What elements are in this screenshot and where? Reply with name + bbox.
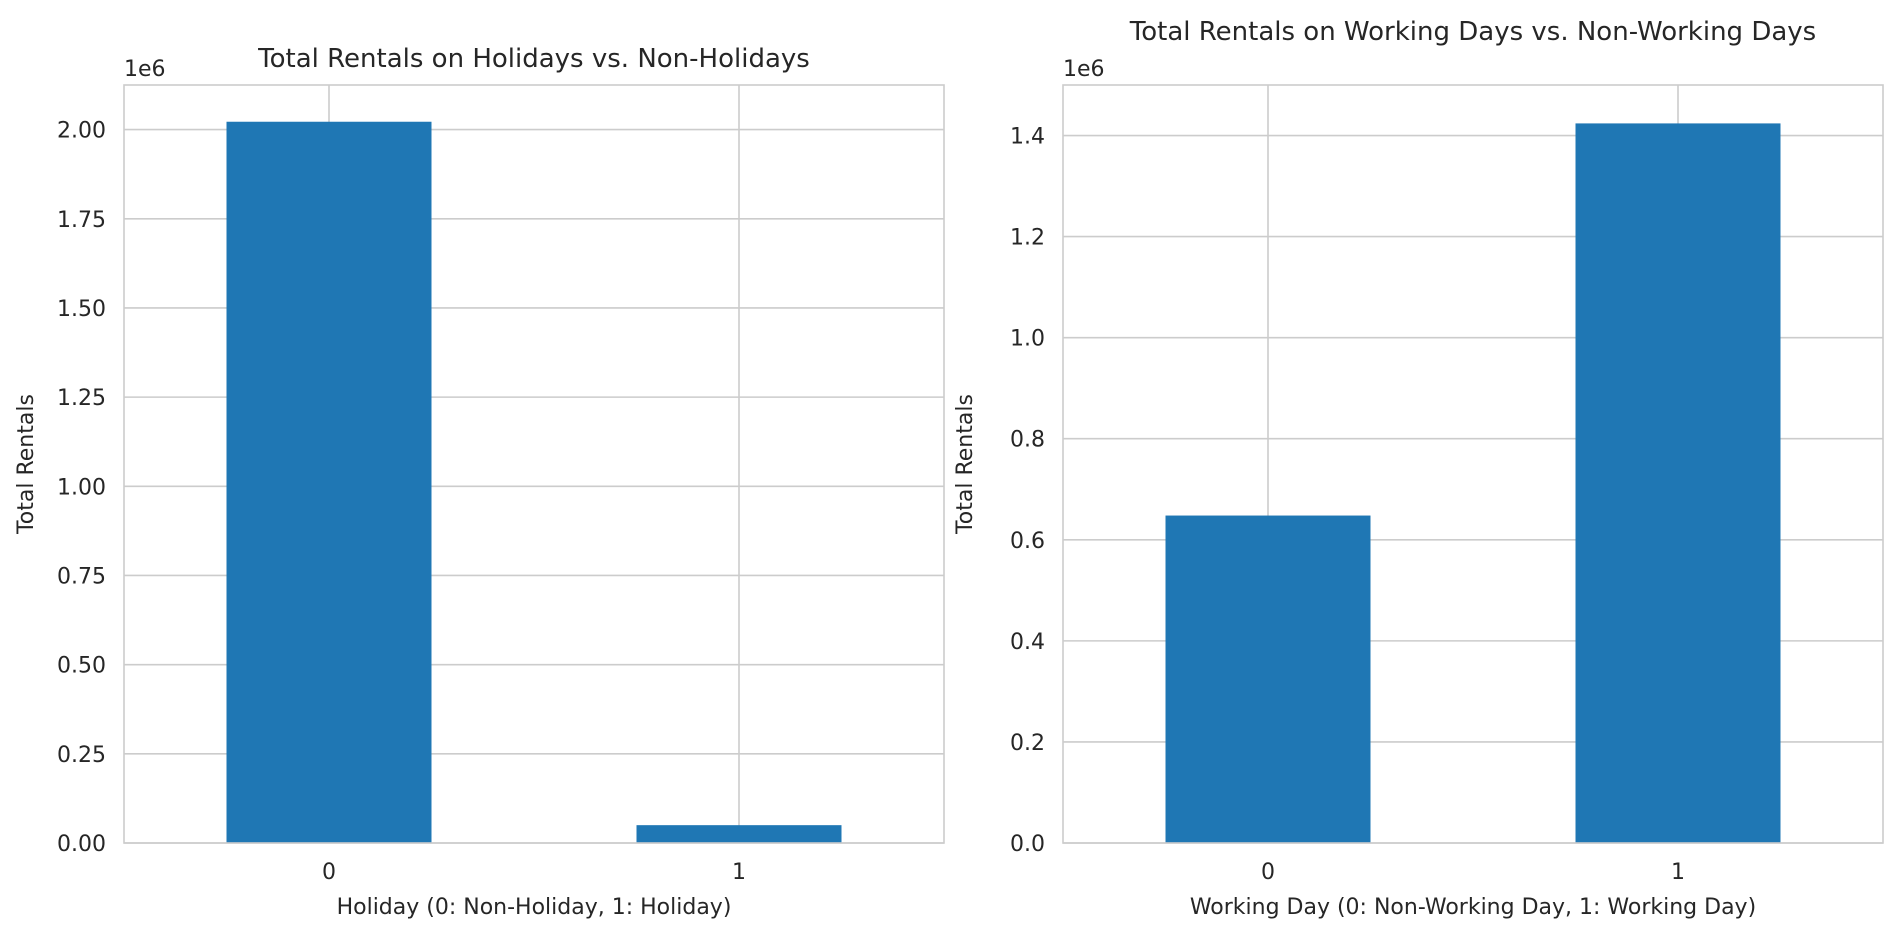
bar-0 — [226, 121, 432, 843]
x-tick-label: 1 — [1671, 860, 1685, 885]
y-axis-label: Total Rentals — [14, 394, 39, 535]
y-tick-label: 0.8 — [1010, 428, 1045, 453]
y-tick-label: 0.2 — [1010, 731, 1045, 756]
y-tick-label: 1.50 — [57, 297, 106, 322]
bar-1 — [636, 825, 842, 843]
y-tick-label: 1.00 — [57, 475, 106, 500]
bar-1 — [1575, 123, 1781, 843]
chart-title: Total Rentals on Working Days vs. Non-Wo… — [1129, 17, 1816, 47]
x-tick-label: 0 — [1261, 860, 1275, 885]
y-tick-label: 0.25 — [57, 743, 106, 768]
y-tick-label: 1.25 — [57, 386, 106, 411]
y-tick-label: 0.75 — [57, 564, 106, 589]
y-tick-label: 1.0 — [1010, 327, 1045, 352]
x-axis-label: Holiday (0: Non-Holiday, 1: Holiday) — [337, 895, 732, 920]
y-tick-label: 1.4 — [1010, 125, 1045, 150]
y-tick-label: 0.50 — [57, 654, 106, 679]
y-tick-label: 0.00 — [57, 832, 106, 857]
chart-working-days: Total Rentals on Working Days vs. Non-Wo… — [953, 17, 1884, 920]
x-tick-label: 1 — [732, 860, 746, 885]
y-tick-label: 0.0 — [1010, 832, 1045, 857]
chart-holidays: Total Rentals on Holidays vs. Non-Holida… — [14, 44, 945, 920]
plot-frame — [1062, 84, 1884, 844]
x-axis-label: Working Day (0: Non-Working Day, 1: Work… — [1190, 895, 1756, 920]
y-tick-label: 0.6 — [1010, 529, 1045, 554]
plot-frame — [123, 84, 945, 844]
y-tick-label: 1.75 — [57, 208, 106, 233]
y-axis-label: Total Rentals — [953, 394, 978, 535]
y-tick-label: 1.2 — [1010, 226, 1045, 251]
chart-title: Total Rentals on Holidays vs. Non-Holida… — [257, 44, 810, 74]
bar-0 — [1165, 515, 1371, 843]
x-tick-label: 0 — [322, 860, 336, 885]
y-offset-label: 1e6 — [124, 57, 166, 82]
y-offset-label: 1e6 — [1063, 57, 1105, 82]
y-tick-label: 2.00 — [57, 119, 106, 144]
y-tick-label: 0.4 — [1010, 630, 1045, 655]
